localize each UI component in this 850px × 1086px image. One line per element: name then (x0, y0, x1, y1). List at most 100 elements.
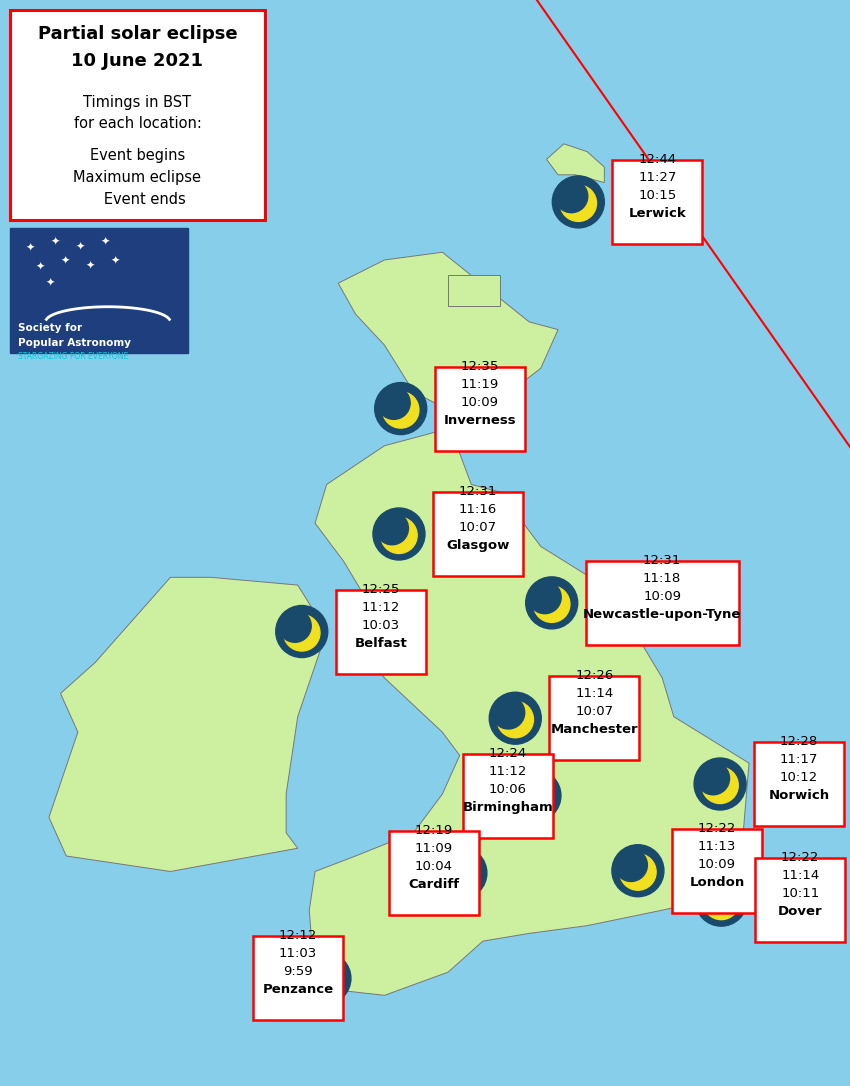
Text: 11:17: 11:17 (780, 753, 819, 766)
Circle shape (703, 883, 740, 920)
Circle shape (302, 957, 334, 989)
Bar (612, 160, 702, 244)
Text: 10:11: 10:11 (781, 887, 819, 900)
Text: 12:19: 12:19 (415, 824, 453, 837)
Text: 10:12: 10:12 (780, 771, 819, 784)
Text: ✦: ✦ (60, 256, 70, 266)
Text: 11:14: 11:14 (781, 869, 819, 882)
Text: ✦: ✦ (76, 242, 85, 252)
Circle shape (512, 773, 544, 807)
Bar (549, 677, 639, 760)
Text: 10:06: 10:06 (489, 783, 527, 796)
Text: Lerwick: Lerwick (628, 207, 686, 219)
Text: 10 June 2021: 10 June 2021 (71, 52, 203, 70)
Text: Newcastle-upon-Tyne: Newcastle-upon-Tyne (583, 608, 741, 621)
Polygon shape (49, 578, 326, 871)
Text: 12:22: 12:22 (781, 851, 819, 864)
Text: 10:07: 10:07 (459, 521, 497, 534)
Circle shape (435, 847, 487, 899)
Circle shape (279, 609, 311, 642)
Text: 12:35: 12:35 (461, 359, 499, 372)
Circle shape (534, 586, 570, 622)
Circle shape (698, 879, 731, 911)
Text: ✦: ✦ (26, 243, 35, 253)
Text: 10:03: 10:03 (362, 619, 399, 632)
Circle shape (377, 387, 411, 419)
Text: Society for: Society for (18, 323, 82, 333)
Text: Cardiff: Cardiff (408, 877, 460, 891)
Text: 10:07: 10:07 (575, 705, 614, 718)
Text: Event begins
Maximum eclipse
   Event ends: Event begins Maximum eclipse Event ends (73, 148, 201, 207)
Text: 11:18: 11:18 (643, 572, 681, 585)
Circle shape (307, 961, 343, 998)
Polygon shape (448, 276, 500, 306)
Text: ✦: ✦ (85, 261, 94, 272)
Circle shape (694, 758, 746, 810)
Text: 11:27: 11:27 (638, 171, 677, 184)
Bar (10, 10, 265, 220)
Bar (672, 829, 762, 912)
Text: Penzance: Penzance (263, 983, 333, 996)
Bar (388, 831, 479, 915)
Text: 12:31: 12:31 (459, 485, 497, 498)
Circle shape (529, 581, 561, 614)
Text: ✦: ✦ (36, 262, 45, 272)
Circle shape (620, 854, 656, 891)
Circle shape (525, 577, 578, 629)
Text: 11:13: 11:13 (698, 839, 736, 853)
Circle shape (697, 762, 729, 795)
Text: ✦: ✦ (100, 237, 110, 247)
Text: 11:12: 11:12 (489, 765, 527, 778)
Circle shape (702, 767, 739, 804)
Text: 12:24: 12:24 (489, 746, 527, 759)
Circle shape (443, 856, 479, 893)
Text: ✦: ✦ (50, 237, 60, 247)
Circle shape (509, 770, 561, 822)
Circle shape (382, 392, 419, 428)
Bar (10, 228, 188, 353)
Text: Dover: Dover (778, 905, 823, 918)
Text: Popular Astronomy: Popular Astronomy (18, 338, 131, 348)
Text: STARGAZING FOR EVERYONE: STARGAZING FOR EVERYONE (18, 352, 128, 361)
Text: Inverness: Inverness (444, 414, 516, 427)
Circle shape (299, 952, 351, 1005)
Text: Norwich: Norwich (768, 790, 830, 803)
Bar (433, 492, 523, 576)
Text: 11:09: 11:09 (415, 842, 453, 855)
Circle shape (612, 845, 664, 897)
Text: London: London (689, 875, 745, 888)
Bar (253, 936, 343, 1021)
Text: 11:19: 11:19 (461, 378, 499, 391)
Text: 11:12: 11:12 (361, 601, 400, 614)
Text: 12:25: 12:25 (361, 582, 400, 595)
Text: 11:14: 11:14 (575, 687, 614, 700)
Text: 12:26: 12:26 (575, 669, 614, 682)
Text: 10:09: 10:09 (643, 590, 681, 603)
Bar (586, 560, 739, 645)
Bar (336, 590, 426, 673)
Text: Manchester: Manchester (551, 723, 638, 736)
Circle shape (615, 849, 648, 882)
Circle shape (284, 615, 320, 651)
Polygon shape (547, 143, 604, 182)
Text: 12:44: 12:44 (638, 153, 677, 166)
Circle shape (517, 779, 553, 816)
Text: 11:03: 11:03 (279, 947, 317, 960)
Text: 10:04: 10:04 (415, 860, 453, 873)
Text: 10:09: 10:09 (698, 858, 736, 871)
Text: ✦: ✦ (45, 278, 54, 288)
Text: 10:09: 10:09 (461, 395, 499, 408)
Bar (756, 858, 845, 943)
Text: 12:12: 12:12 (279, 930, 317, 943)
Circle shape (555, 180, 588, 213)
Text: Partial solar eclipse: Partial solar eclipse (37, 25, 237, 43)
Circle shape (560, 185, 597, 222)
Text: ✦: ✦ (110, 256, 120, 266)
Bar (754, 742, 844, 826)
Circle shape (375, 382, 427, 434)
Text: 10:15: 10:15 (638, 189, 677, 202)
Circle shape (381, 517, 417, 554)
Bar (434, 367, 524, 451)
Polygon shape (309, 252, 749, 996)
Text: 12:22: 12:22 (698, 822, 736, 835)
